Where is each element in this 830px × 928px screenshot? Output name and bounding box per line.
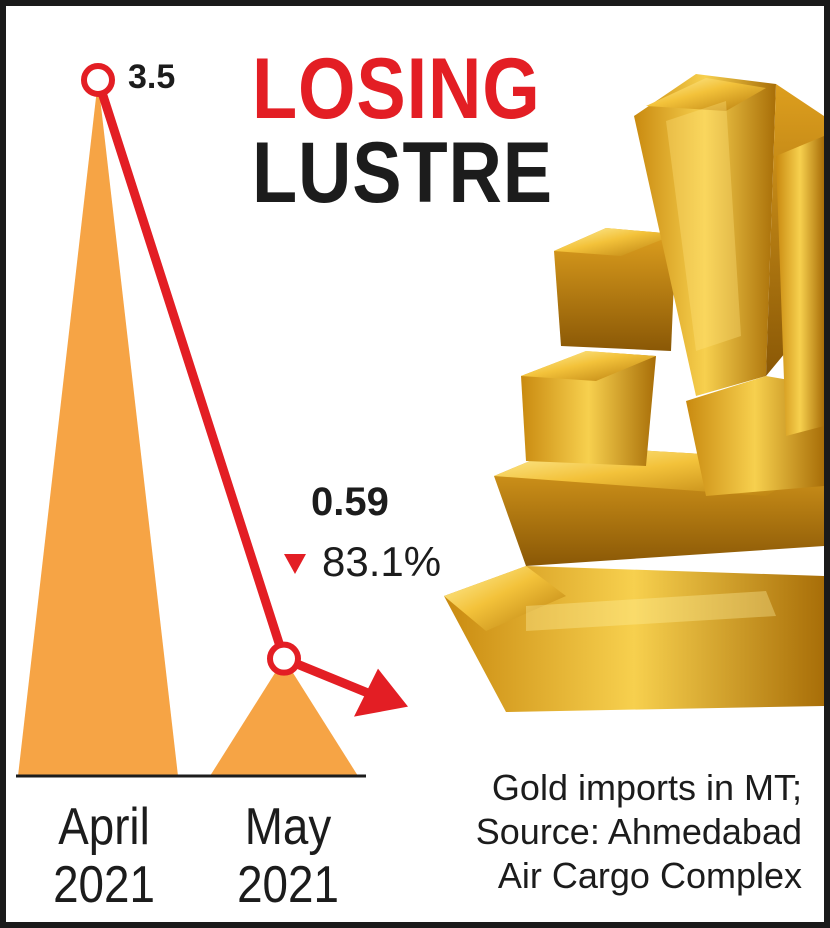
- source-line: Gold imports in MT;: [491, 767, 802, 808]
- data-label-april: 3.5: [128, 58, 176, 96]
- data-point-0: [81, 63, 115, 97]
- category-month: April: [58, 798, 150, 856]
- arrow-head-icon: [354, 668, 408, 717]
- gold-bars-illustration: [444, 74, 824, 712]
- source-line: Air Cargo Complex: [497, 855, 802, 896]
- data-label-may: 0.59: [311, 480, 389, 524]
- data-point-1: [267, 641, 301, 676]
- change-percentage: 83.1%: [322, 538, 442, 585]
- trend-line: [93, 78, 289, 661]
- change-annotation: 83.1%: [284, 538, 441, 586]
- source-line: Source: Ahmedabad: [475, 811, 802, 852]
- category-month: May: [244, 798, 332, 856]
- source-note: Gold imports in MT; Source: Ahmedabad Ai…: [476, 766, 802, 898]
- down-triangle-icon: [284, 554, 306, 574]
- category-year: 2021: [53, 856, 155, 914]
- peak-0: [18, 80, 178, 776]
- category-year: 2021: [237, 856, 339, 914]
- chart-area: [16, 63, 824, 778]
- chart-title-line1: LOSING: [252, 41, 541, 137]
- chart-title-line2: LUSTRE: [252, 125, 553, 221]
- peak-1: [210, 658, 358, 776]
- category-label-may: May 2021: [200, 798, 376, 914]
- category-label-april: April 2021: [16, 798, 192, 914]
